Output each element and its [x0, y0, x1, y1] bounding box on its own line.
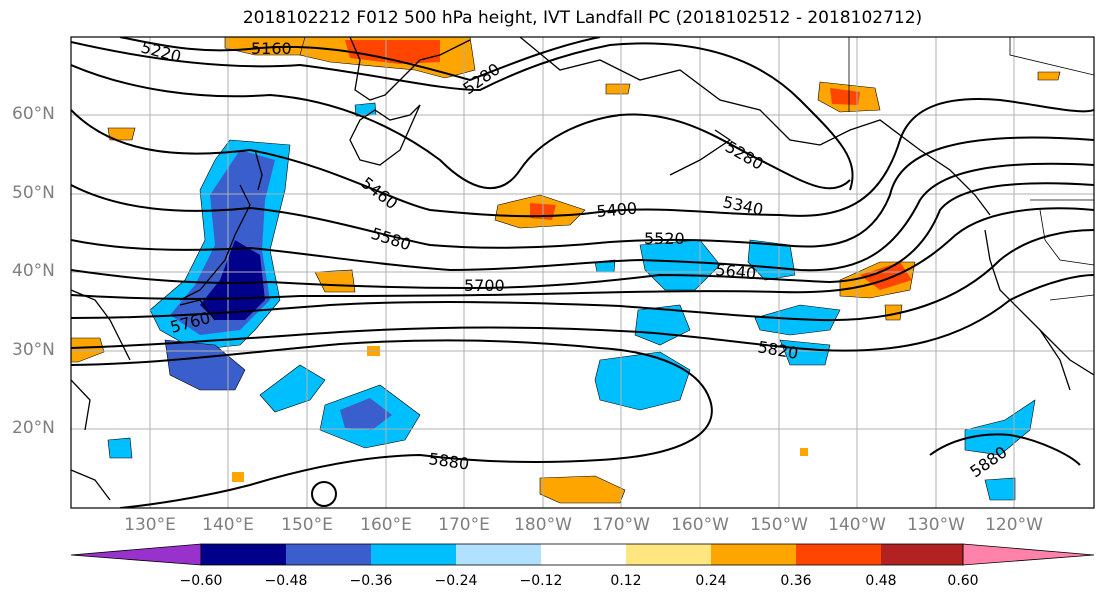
colorbar: [70, 543, 1095, 566]
lon-label: 130°E: [124, 515, 176, 535]
contour-label: 5640: [715, 260, 757, 283]
lon-label: 120°W: [985, 515, 1043, 535]
map-title: 2018102212 F012 500 hPa height, IVT Land…: [242, 8, 923, 28]
colorbar-segment: [796, 544, 881, 565]
colorbar-tick-label: 0.12: [610, 573, 642, 589]
lat-label: 40°N: [12, 261, 55, 281]
colorbar-tick-label: −0.48: [264, 573, 308, 589]
colorbar-tick-label: −0.36: [349, 573, 393, 589]
contour-label: 5700: [464, 276, 505, 295]
lon-label: 170°E: [438, 515, 490, 535]
lon-label: 130°W: [907, 515, 965, 535]
contour-label: 5520: [644, 229, 685, 248]
lat-label: 60°N: [12, 104, 55, 124]
colorbar-tick-label: 0.36: [780, 573, 812, 589]
borders: [848, 37, 1094, 301]
colorbar-tick-label: 0.24: [695, 573, 727, 589]
lon-label: 170°W: [592, 515, 650, 535]
lon-label: 150°E: [281, 515, 333, 535]
colorbar-tick-label: 0.60: [947, 573, 979, 589]
colorbar-extend-max: [962, 543, 1095, 566]
lon-label: 150°W: [750, 515, 808, 535]
map-frame: [70, 36, 1095, 509]
contour-label: 5400: [596, 199, 638, 221]
lat-label: 30°N: [12, 340, 55, 360]
lon-label: 160°E: [360, 515, 412, 535]
colorbar-tick-label: 0.48: [865, 573, 897, 589]
colorbar-segment: [881, 544, 963, 565]
coastlines: [71, 37, 1094, 501]
colorbar-extend-min: [70, 543, 202, 566]
colorbar-tick-label: −0.12: [519, 573, 563, 589]
contour-label: 5160: [251, 39, 292, 58]
lon-label: 160°W: [671, 515, 729, 535]
lon-label: 180°W: [514, 515, 572, 535]
colorbar-tick-label: −0.60: [179, 573, 223, 589]
colorbar-segment: [456, 544, 541, 565]
lon-label: 140°E: [202, 515, 254, 535]
colorbar-segment: [711, 544, 796, 565]
colorbar-outline: [200, 543, 964, 566]
colorbar-tick-label: −0.24: [434, 573, 478, 589]
colorbar-segment: [371, 544, 456, 565]
colorbar-segment: [541, 544, 626, 565]
colorbar-segment: [286, 544, 371, 565]
lon-label: 140°W: [828, 515, 886, 535]
lat-label: 20°N: [12, 418, 55, 438]
height-contours: [71, 37, 1094, 508]
lat-label: 50°N: [12, 183, 55, 203]
colorbar-segment: [201, 544, 286, 565]
colorbar-segment: [626, 544, 711, 565]
